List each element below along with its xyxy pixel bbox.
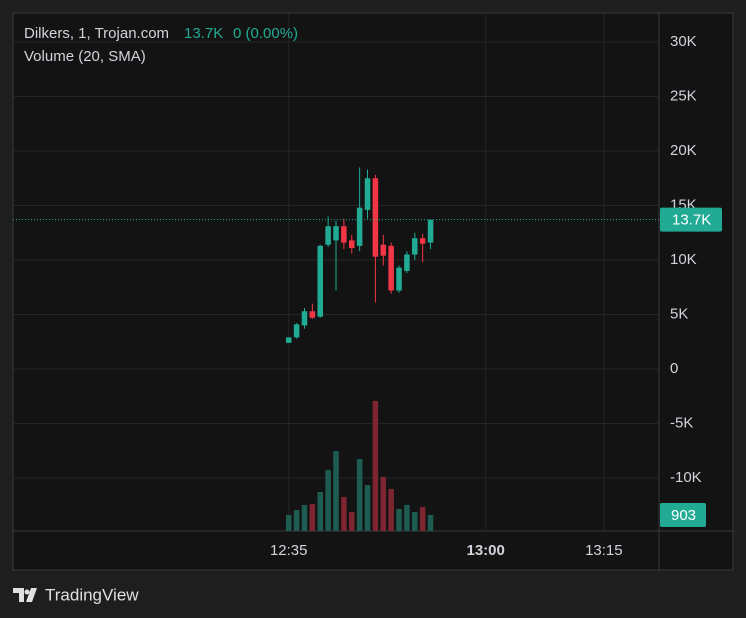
volume-bar xyxy=(364,485,371,531)
candle-body xyxy=(341,226,347,243)
logo-icon xyxy=(13,588,37,602)
candle-body xyxy=(356,207,363,246)
last-volume-badge xyxy=(660,502,706,527)
y-tick-label: -10K xyxy=(670,469,702,486)
candle-body xyxy=(348,240,355,249)
candle-body xyxy=(293,324,300,338)
y-tick-label: 25K xyxy=(670,87,697,104)
x-tick-label: 13:15 xyxy=(585,542,623,559)
symbol-title: Dilkers, 1, Trojan.com xyxy=(24,25,169,42)
volume-bar xyxy=(309,504,316,531)
volume-bar xyxy=(396,509,402,531)
volume-bar xyxy=(285,514,292,531)
volume-bar xyxy=(293,509,300,531)
volume-bar xyxy=(348,512,355,531)
grid xyxy=(13,13,659,531)
volume-bar xyxy=(427,514,434,531)
candle-body xyxy=(396,267,402,291)
volume-bar xyxy=(325,469,331,531)
candle-body xyxy=(333,226,339,241)
y-tick-label: 0 xyxy=(670,360,678,377)
candle-body xyxy=(388,245,394,291)
y-tick-label: 30K xyxy=(670,33,697,50)
brand-name: TradingView xyxy=(45,585,139,604)
volume-bar xyxy=(341,496,347,531)
volume-bar xyxy=(404,504,410,531)
candle-body xyxy=(325,226,331,245)
candle-body xyxy=(301,311,308,326)
candle-body xyxy=(317,245,324,317)
candle-body xyxy=(364,178,371,210)
x-tick-label: 12:35 xyxy=(270,542,308,559)
volume-bar xyxy=(419,507,426,531)
volume-bar xyxy=(380,476,387,531)
last-price-label: 13.7K xyxy=(672,212,711,229)
volume-bar xyxy=(317,491,324,531)
legend-change: 0 (0.00%) xyxy=(233,25,298,42)
candle-body xyxy=(309,311,316,318)
volume-bar xyxy=(301,504,308,531)
volume-bar xyxy=(412,512,418,531)
x-tick-label: 13:00 xyxy=(466,542,504,559)
legend-price: 13.7K xyxy=(184,25,223,42)
candle-body xyxy=(419,238,426,244)
volume-bar xyxy=(356,458,363,531)
volume-bar xyxy=(388,488,394,531)
last-volume-label: 903 xyxy=(671,507,696,524)
y-tick-label: 10K xyxy=(670,251,697,268)
candle-body xyxy=(285,337,292,343)
y-tick-label: -5K xyxy=(670,414,693,431)
volume-title: Volume (20, SMA) xyxy=(24,48,146,65)
candle-body xyxy=(412,238,418,255)
logo-dot xyxy=(24,589,30,595)
candle-body xyxy=(404,254,410,271)
last-price-badge xyxy=(660,207,722,232)
candle-body xyxy=(380,244,387,256)
plot xyxy=(285,167,434,531)
brand-logo: TradingView xyxy=(13,585,139,604)
volume-bar xyxy=(333,450,339,531)
volume-bar xyxy=(372,400,379,531)
candle-body xyxy=(427,219,434,243)
y-tick-label: 20K xyxy=(670,142,697,159)
candle-body xyxy=(372,178,379,257)
y-tick-label: 5K xyxy=(670,305,688,322)
